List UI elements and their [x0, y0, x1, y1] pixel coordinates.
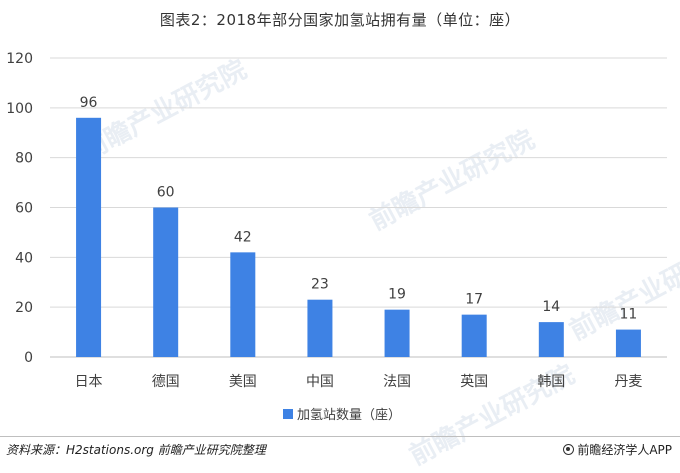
- y-tick-label: 40: [15, 250, 33, 266]
- bar-chart: 0 20 40 60 80 100 120 96 日本 60 德国 42 美国 23 中国 19 法国 17 英国 1…: [6, 51, 667, 423]
- chart-title: 图表2：2018年部分国家加氢站拥有量（单位：座）: [159, 11, 521, 29]
- footer-brand: 前瞻经济学人APP: [563, 441, 672, 458]
- data-label: 19: [388, 287, 406, 303]
- y-tick-label: 60: [15, 201, 33, 217]
- legend-swatch: [283, 409, 293, 419]
- bar-4: [384, 309, 410, 357]
- bar-0: [76, 117, 102, 357]
- x-tick-label: 英国: [460, 373, 488, 390]
- data-label: 42: [234, 229, 252, 245]
- x-tick-label: 法国: [383, 374, 411, 390]
- bar-1: [153, 207, 179, 357]
- data-label: 14: [542, 299, 560, 315]
- footer-brand-label: 前瞻经济学人APP: [577, 443, 672, 457]
- bar-6: [538, 322, 564, 357]
- data-label: 96: [80, 95, 98, 111]
- x-tick-label: 丹麦: [614, 374, 642, 390]
- data-label: 60: [157, 185, 175, 201]
- data-label: 11: [620, 307, 638, 323]
- footer-divider: [0, 436, 680, 437]
- y-tick-label: 120: [6, 51, 33, 67]
- footer-source: 资料来源：H2stations.org 前瞻产业研究院整理: [6, 443, 266, 457]
- brand-logo-icon: [563, 444, 575, 455]
- x-tick-label: 德国: [152, 374, 180, 390]
- bar-5: [461, 314, 487, 357]
- bar-2: [230, 252, 256, 357]
- x-tick-label: 韩国: [537, 374, 565, 390]
- y-tick-label: 100: [6, 101, 33, 117]
- y-tick-label: 80: [15, 151, 33, 167]
- x-tick-label: 中国: [306, 374, 334, 390]
- legend-label: 加氢站数量（座）: [297, 408, 401, 423]
- y-tick-label: 0: [24, 350, 33, 366]
- bar-3: [307, 299, 333, 357]
- y-tick-label: 20: [15, 300, 33, 316]
- bar-7: [615, 329, 641, 357]
- x-tick-label: 美国: [229, 374, 257, 390]
- data-label: 23: [311, 277, 329, 293]
- data-label: 17: [465, 292, 483, 308]
- x-tick-label: 日本: [75, 374, 103, 390]
